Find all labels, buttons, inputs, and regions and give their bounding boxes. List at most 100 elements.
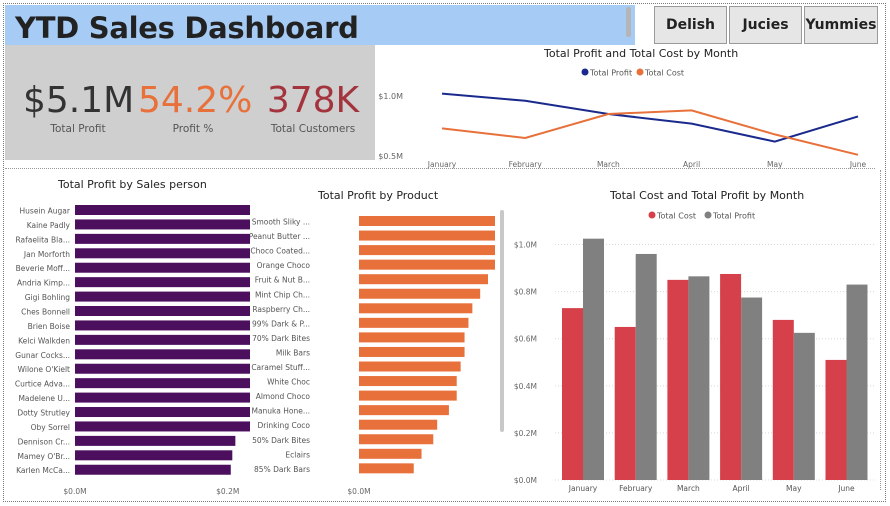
bar [75, 248, 250, 259]
legend-label: Total Profit [589, 69, 632, 78]
bar-total-cost [720, 273, 742, 480]
series-line-total-profit [441, 92, 859, 143]
bar-total-cost [772, 319, 794, 480]
x-tick-label: May [786, 484, 802, 493]
bar [359, 259, 495, 270]
kpi-label: Total Profit [50, 123, 106, 135]
legend-marker [581, 68, 589, 76]
product-chart-title: Total Profit by Product [318, 189, 439, 202]
bar-total-cost [562, 308, 583, 480]
bar-total-profit [688, 276, 710, 480]
legend-label: Total Cost [644, 69, 684, 78]
category-label: Curtice Adva... [15, 380, 70, 389]
category-label: Drinking Coco [257, 421, 310, 430]
bar [75, 435, 236, 446]
bar [75, 205, 250, 215]
category-label: Wilone O'Kielt [18, 365, 70, 374]
bar-total-cost [614, 326, 636, 480]
category-label: Kaine Padly [27, 221, 71, 230]
y-tick-label: $1.0M [378, 92, 403, 101]
bar [75, 407, 250, 418]
bar [75, 421, 250, 432]
bar [75, 306, 250, 317]
bar [359, 376, 457, 387]
category-label: 85% Dark Bars [254, 465, 310, 474]
category-label: Gigi Bohling [25, 293, 71, 302]
kpi-label: Profit % [172, 123, 214, 135]
bar [75, 450, 233, 461]
category-label: Jan Morforth [23, 250, 70, 259]
bar-total-cost [825, 359, 847, 480]
legend-marker [704, 211, 712, 219]
category-label: Dotty Strutley [17, 409, 70, 418]
x-tick-label: February [509, 160, 543, 169]
category-label: Orange Choco [257, 261, 311, 270]
nav-button-jucies[interactable]: Jucies [729, 6, 802, 44]
salesperson-chart-title: Total Profit by Sales person [58, 178, 207, 191]
bar [359, 390, 457, 401]
bar-total-profit [583, 238, 604, 480]
bar [359, 361, 461, 372]
section-divider [5, 168, 875, 169]
bar [75, 349, 250, 360]
category-label: Mamey O'Br... [18, 452, 70, 461]
product-chart-scrollbar[interactable] [500, 210, 504, 432]
kpi-value: 378K [266, 80, 360, 121]
bar [75, 464, 231, 475]
bar [359, 434, 434, 445]
bar-total-profit [635, 253, 657, 480]
x-tick-label: June [837, 484, 855, 493]
y-tick-label: $0.8M [514, 288, 537, 297]
bar-total-profit [846, 284, 868, 480]
nav-button-yummies[interactable]: Yummies [804, 6, 878, 44]
page-title: YTD Sales Dashboard [15, 11, 359, 45]
bar [359, 419, 438, 430]
bar [75, 291, 250, 302]
bar [75, 233, 250, 244]
bar [359, 288, 481, 299]
bar [359, 346, 465, 357]
bar [359, 448, 422, 459]
category-label: Caramel Stuff... [251, 363, 310, 372]
category-label: Kelci Walkden [18, 336, 70, 345]
bar [75, 363, 250, 374]
category-label: Rafaelita Bla... [15, 235, 70, 244]
category-label: Raspberry Ch... [252, 305, 310, 314]
title-scrollbar[interactable] [626, 7, 631, 37]
legend-label: Total Profit [712, 212, 755, 221]
x-tick-label: April [683, 160, 700, 169]
bar [359, 405, 449, 416]
nav-button-delish[interactable]: Delish [654, 6, 727, 44]
kpi-label: Total Customers [270, 123, 356, 135]
kpi-value: 54.2% [138, 80, 253, 121]
x-tick-label: June [849, 160, 867, 169]
bar [359, 274, 488, 285]
category-label: Milk Bars [276, 348, 310, 357]
category-label: Eclairs [285, 450, 310, 459]
x-tick-label: January [427, 160, 457, 169]
y-tick-label: $0.2M [514, 429, 537, 438]
category-label: 50% Dark Bites [252, 436, 310, 445]
category-label: Manuka Hone... [251, 407, 310, 416]
bar [359, 463, 414, 474]
category-label: Brien Boise [28, 322, 71, 331]
y-tick-label: $0.5M [378, 152, 403, 161]
kpi-profit-percent: 54.2% Profit % [138, 80, 253, 136]
category-label: Karlen McCa... [16, 466, 70, 475]
bar [75, 378, 250, 389]
bar [75, 277, 250, 288]
product-bar-chart: Smooth Sliky ... Peanut Butter ... Choco C… [250, 216, 495, 496]
category-label: 99% Dark & P... [252, 319, 310, 328]
legend-label: Total Cost [656, 212, 696, 221]
bar-total-cost [667, 279, 689, 480]
column-chart: Total Cost Total Profit $1.0M $0.8M $0.6M $0.… [514, 211, 875, 493]
category-label: White Choc [267, 378, 310, 387]
x-tick-label: $0.2M [216, 487, 239, 496]
kpi-value: $5.1M [23, 80, 135, 121]
category-label: Oby Sorrel [31, 423, 70, 432]
bar-total-profit [793, 332, 815, 480]
x-tick-label: $0.0M [347, 487, 370, 496]
series-line-total-cost [441, 109, 859, 156]
category-label: Husein Augar [20, 207, 71, 216]
legend-marker [636, 68, 644, 76]
